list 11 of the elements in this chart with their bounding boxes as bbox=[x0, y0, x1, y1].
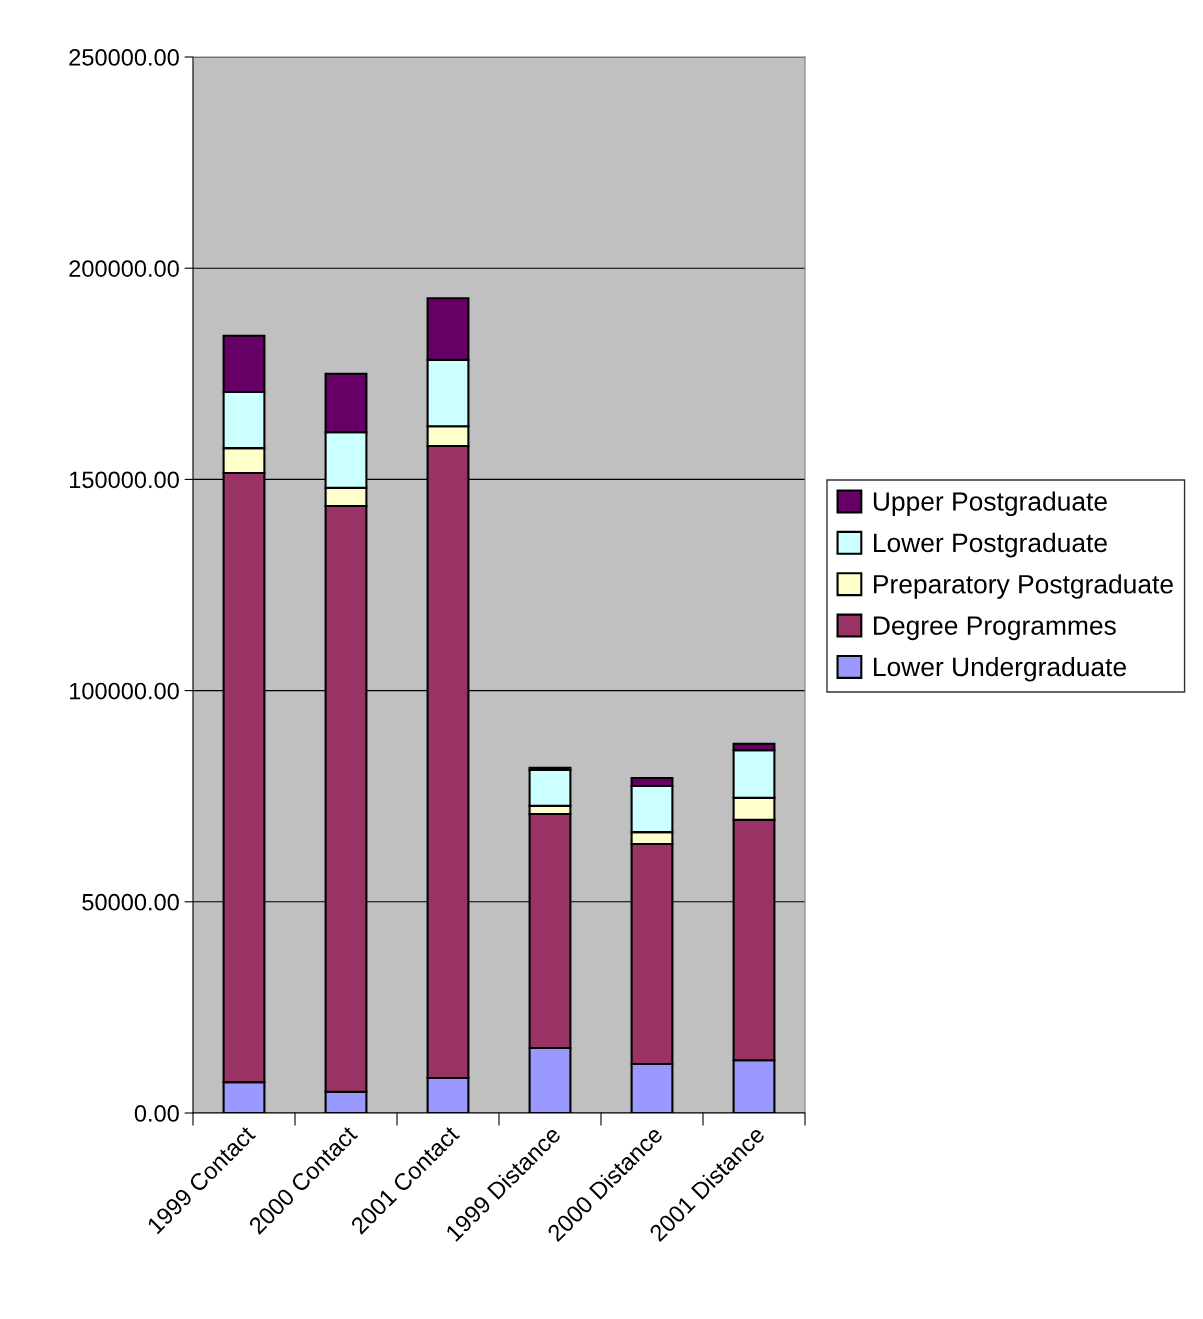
legend-label: Lower Undergraduate bbox=[874, 656, 1126, 682]
legend-label: Preparatory Postgraduate bbox=[874, 574, 1173, 599]
legend-label: Degree Programmes bbox=[874, 616, 1116, 641]
y-tick-label: 250000.00 bbox=[69, 49, 179, 66]
y-tick-label: 100000.00 bbox=[70, 682, 179, 700]
y-tick-label: 0.00 bbox=[134, 1105, 179, 1122]
legend-label: Upper Postgraduate bbox=[873, 491, 1107, 517]
y-tick-label: 150000.00 bbox=[70, 471, 179, 489]
y-tick-label: 50000.00 bbox=[82, 893, 179, 911]
y-tick-label: 200000.00 bbox=[69, 260, 179, 277]
legend-label: Lower Postgraduate bbox=[874, 532, 1107, 558]
